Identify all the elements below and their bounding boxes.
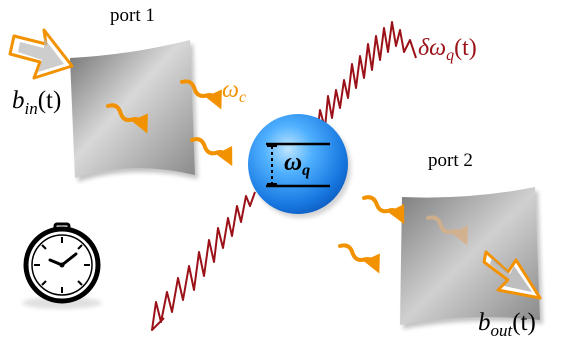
port-1-mirror bbox=[70, 40, 198, 182]
photon-squiggle bbox=[338, 243, 380, 274]
qubit bbox=[248, 114, 351, 218]
photon-squiggle bbox=[362, 195, 405, 225]
photon-squiggle bbox=[180, 79, 222, 110]
b-out-label: bout(t) bbox=[478, 309, 536, 340]
photon-squiggle bbox=[106, 103, 148, 134]
port-1-label: port 1 bbox=[110, 5, 155, 26]
photon-squiggle bbox=[190, 137, 233, 167]
photon-squiggles bbox=[106, 79, 405, 274]
port-2-label: port 2 bbox=[428, 150, 473, 171]
omega-q-label: ωq bbox=[284, 149, 311, 179]
stopwatch-icon bbox=[22, 222, 102, 309]
output-arrow bbox=[482, 250, 542, 300]
port-2-mirror bbox=[400, 187, 543, 329]
input-arrow bbox=[8, 28, 74, 80]
photon-squiggle-faded bbox=[426, 215, 468, 246]
b-in-label: bin(t) bbox=[12, 87, 62, 118]
noise-line-lower bbox=[151, 191, 256, 331]
omega-c-label: ωc bbox=[222, 77, 247, 106]
delta-omega-q-label: δωq(t) bbox=[418, 35, 477, 64]
